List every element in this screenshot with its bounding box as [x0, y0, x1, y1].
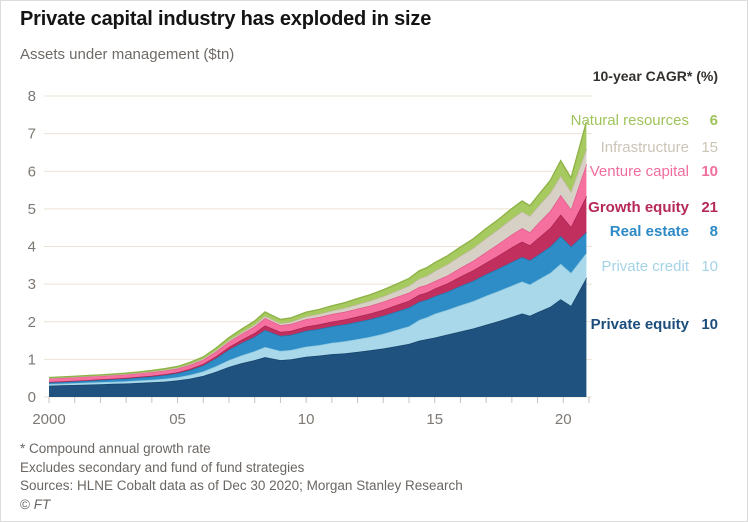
svg-text:20: 20 — [555, 411, 572, 428]
footnote-sources: Sources: HLNE Cobalt data as of Dec 30 2… — [20, 478, 463, 494]
svg-text:15: 15 — [426, 411, 443, 428]
area-private-credit — [49, 252, 587, 386]
stacked-areas — [48, 121, 588, 397]
footnotes: * Compound annual growth rate Excludes s… — [20, 440, 463, 514]
svg-text:5: 5 — [28, 201, 36, 218]
footnote-excludes: Excludes secondary and fund of fund stra… — [20, 459, 305, 475]
y-axis-labels: 0 1 2 3 4 5 6 7 8 — [28, 88, 36, 406]
svg-text:4: 4 — [28, 239, 36, 256]
svg-text:2000: 2000 — [32, 411, 65, 428]
svg-text:3: 3 — [28, 276, 36, 293]
ft-credit: © FT — [20, 496, 463, 515]
svg-text:10: 10 — [298, 411, 315, 428]
x-axis-ticks — [48, 397, 590, 403]
svg-text:05: 05 — [169, 411, 186, 428]
footnote-cagr: * Compound annual growth rate — [20, 441, 211, 456]
ft-brand: FT — [33, 496, 51, 512]
svg-text:6: 6 — [28, 163, 36, 180]
svg-text:2: 2 — [28, 314, 36, 331]
svg-text:8: 8 — [28, 88, 36, 105]
svg-text:1: 1 — [28, 351, 36, 368]
x-axis-labels: 2000 05 10 15 20 — [32, 411, 571, 428]
edge-natural-resources — [48, 121, 588, 379]
svg-text:7: 7 — [28, 126, 36, 143]
chart-subtitle: Assets under management ($tn) — [20, 46, 235, 63]
area-private-equity — [49, 277, 587, 397]
page-title: Private capital industry has exploded in… — [20, 8, 432, 30]
copyright-symbol: © — [20, 496, 34, 512]
svg-text:0: 0 — [28, 389, 36, 406]
